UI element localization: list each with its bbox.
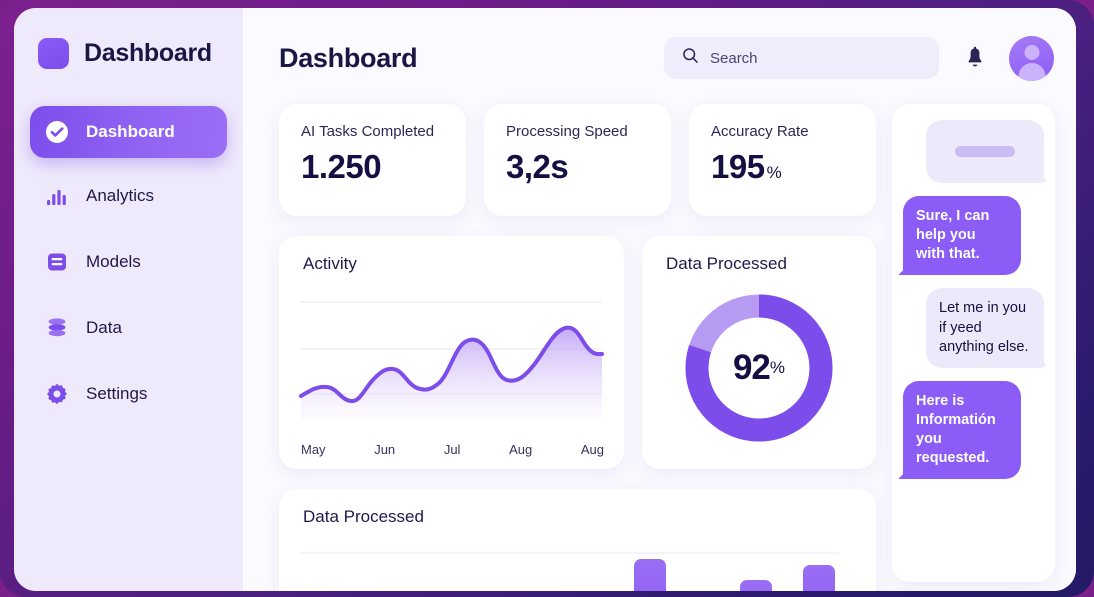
activity-x-axis: May Jun Jul Aug Aug — [279, 442, 624, 457]
data-processed-card: Data Processed — [279, 489, 876, 591]
avatar[interactable] — [1009, 35, 1054, 81]
chat-bubble-user: Here is Informatión you requested. — [903, 380, 1021, 480]
placeholder-bar — [955, 146, 1015, 157]
search-input[interactable] — [710, 49, 921, 67]
stat-unit: % — [766, 163, 782, 182]
x-tick-label: Jun — [374, 442, 396, 457]
chat-bubble-user: Sure, I can help you with that. — [903, 196, 1021, 276]
bar — [740, 580, 772, 591]
x-tick-label: Aug — [509, 442, 533, 457]
donut-center-label: 92 % — [683, 292, 835, 444]
main-content: Dashboard — [243, 8, 1076, 591]
stat-card-ai-tasks-completed: AI Tasks Completed 1.250 — [279, 104, 466, 216]
x-tick-label: May — [301, 442, 326, 457]
donut-chart: 92 % — [683, 292, 835, 444]
activity-card-title: Activity — [303, 254, 357, 273]
stat-number: 195 — [711, 148, 765, 185]
gear-icon — [44, 381, 70, 407]
check-circle-icon — [44, 119, 70, 145]
sidebar-item-settings[interactable]: Settings — [30, 370, 227, 418]
chat-bubble-bot: Let me in you if yeed anything else. — [926, 288, 1044, 368]
sidebar-item-label: Dashboard — [86, 122, 175, 141]
brand: Dashboard — [14, 38, 243, 69]
chat-bubble-placeholder — [926, 120, 1044, 183]
donut-card-title: Data Processed — [666, 254, 787, 273]
donut-chart-card: Data Processed 92 % — [642, 236, 876, 469]
stat-label: Processing Speed — [506, 123, 628, 140]
app-logo-square-icon — [38, 38, 69, 69]
chat-column: Sure, I can help you with that. Let me i… — [892, 104, 1055, 591]
stats-row: AI Tasks Completed 1.250 Processing Spee… — [279, 104, 876, 216]
activity-chart-card: Activity — [279, 236, 624, 469]
avatar-head — [1024, 44, 1039, 60]
left-column: AI Tasks Completed 1.250 Processing Spee… — [279, 104, 876, 591]
data-processed-combo-chart — [301, 552, 839, 591]
sidebar: Dashboard Dashboard — [14, 8, 243, 591]
stat-card-accuracy-rate: Accuracy Rate 195 % — [689, 104, 876, 216]
sidebar-item-label: Settings — [86, 384, 148, 403]
stat-value: 195 % — [711, 148, 854, 186]
stat-card-processing-speed: Processing Speed 3,2s — [484, 104, 671, 216]
sidebar-item-label: Models — [86, 252, 141, 271]
stat-label: Accuracy Rate — [711, 123, 809, 140]
donut-value: 92 — [732, 348, 771, 387]
donut-unit: % — [769, 358, 786, 377]
sidebar-item-models[interactable]: Models — [30, 238, 227, 286]
activity-area-fill — [301, 327, 602, 420]
bell-icon[interactable] — [961, 44, 989, 72]
avatar-body — [1018, 62, 1045, 81]
bar — [634, 559, 666, 591]
donut-value-arc — [685, 294, 833, 442]
chat-panel: Sure, I can help you with that. Let me i… — [892, 104, 1055, 582]
sidebar-item-dashboard[interactable]: Dashboard — [30, 106, 227, 158]
app-screen: Dashboard Dashboard — [14, 8, 1076, 591]
bar — [803, 565, 835, 591]
brand-title: Dashboard — [84, 39, 212, 67]
database-icon — [44, 315, 70, 341]
activity-area-chart — [299, 301, 604, 420]
list-card-icon — [44, 249, 70, 275]
activity-line — [299, 325, 604, 404]
sidebar-nav: Dashboard Analytics — [14, 106, 243, 418]
stat-value: 3,2s — [506, 148, 649, 186]
sidebar-item-data[interactable]: Data — [30, 304, 227, 352]
x-tick-label: Aug — [580, 442, 604, 457]
bar-chart-icon — [44, 183, 70, 209]
charts-row: Activity — [279, 236, 876, 469]
stat-label: AI Tasks Completed — [301, 123, 435, 140]
bottom-card-title: Data Processed — [303, 507, 424, 526]
stat-value: 1.250 — [301, 148, 444, 186]
topbar: Dashboard — [279, 32, 1054, 84]
search-icon — [682, 47, 699, 69]
content-columns: AI Tasks Completed 1.250 Processing Spee… — [279, 104, 1055, 591]
page-title: Dashboard — [279, 42, 418, 73]
sidebar-item-label: Analytics — [86, 186, 155, 205]
stat-number: 3,2s — [506, 148, 569, 185]
sidebar-item-analytics[interactable]: Analytics — [30, 172, 227, 220]
sidebar-item-label: Data — [86, 318, 122, 337]
x-tick-label: Jul — [443, 442, 461, 457]
search-box[interactable] — [664, 37, 939, 79]
stat-number: 1.250 — [301, 148, 382, 185]
